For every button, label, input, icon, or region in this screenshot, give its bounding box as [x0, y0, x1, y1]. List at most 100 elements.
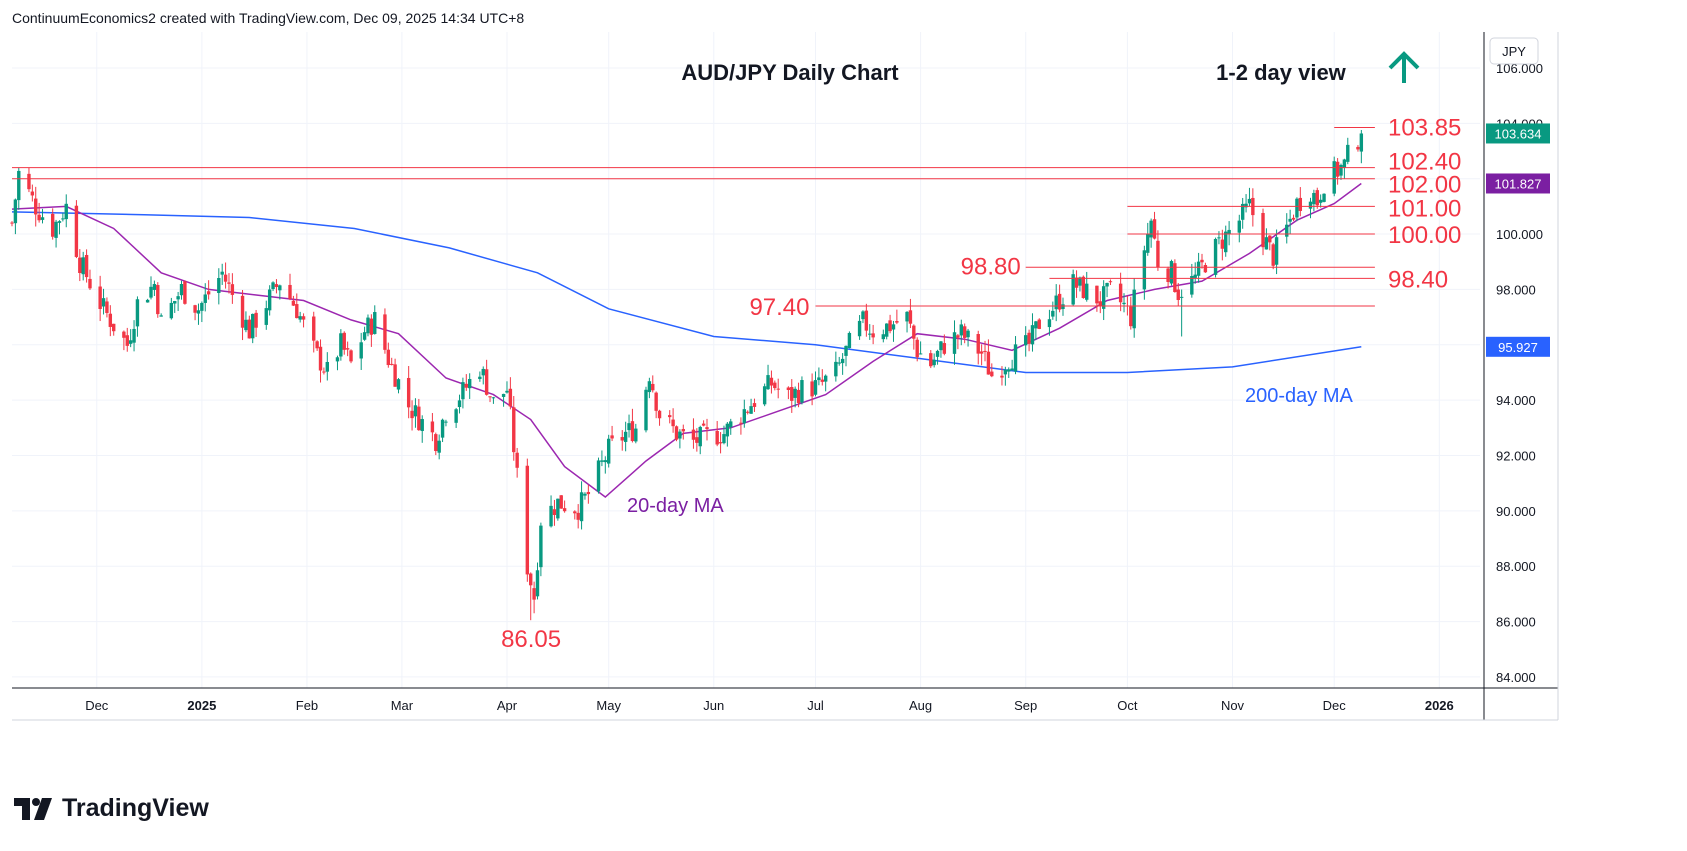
ma20-annotation: 20-day MA	[627, 495, 724, 517]
candle	[562, 500, 567, 513]
candle-body	[274, 284, 279, 288]
candle	[630, 408, 635, 443]
candle	[1322, 193, 1326, 203]
candle-body	[390, 363, 394, 365]
candle-body	[1007, 369, 1011, 372]
level-label-103-85: 103.85	[1388, 114, 1461, 141]
candle-body	[1268, 235, 1272, 243]
candle	[1152, 211, 1157, 240]
candle	[918, 341, 923, 355]
candle	[1047, 309, 1052, 336]
candle	[444, 419, 448, 427]
candle-body	[396, 379, 401, 390]
candle	[776, 378, 780, 399]
candle	[152, 280, 157, 297]
candle-body	[749, 406, 753, 414]
candle	[274, 279, 279, 294]
candle-body	[1193, 274, 1197, 278]
candle-body	[935, 350, 940, 357]
candle	[1129, 296, 1133, 330]
candle	[1291, 214, 1296, 222]
candle-body	[488, 396, 492, 398]
candle-body	[942, 343, 947, 354]
candle-body	[1071, 274, 1075, 305]
candle	[373, 305, 377, 335]
candle	[17, 167, 21, 210]
candle-body	[383, 314, 387, 350]
candle-body	[373, 312, 377, 334]
candle	[552, 499, 557, 526]
candle	[834, 351, 838, 382]
candle	[1156, 230, 1160, 271]
x-tick-label: Sep	[1014, 698, 1037, 713]
candle	[1034, 320, 1038, 341]
candle-body	[1295, 198, 1299, 218]
candle-body	[13, 199, 18, 224]
candle-body	[369, 318, 374, 335]
candle-body	[1098, 301, 1102, 307]
candle	[505, 381, 509, 394]
candle	[857, 315, 862, 340]
candle	[871, 324, 875, 345]
candle-body	[122, 331, 126, 338]
candle	[461, 377, 465, 409]
candle	[98, 275, 102, 322]
candle	[718, 432, 723, 454]
candle	[301, 313, 306, 328]
candle-body	[1213, 238, 1218, 275]
candle-body	[335, 357, 340, 362]
candle-body	[1261, 212, 1265, 248]
candle	[532, 581, 536, 614]
candle-body	[128, 340, 133, 344]
candle	[1264, 228, 1269, 250]
candle-body	[864, 310, 869, 331]
candle	[844, 345, 848, 367]
candle-body	[1196, 261, 1201, 276]
candle	[1217, 231, 1221, 245]
candle-body	[1291, 217, 1296, 220]
x-tick-label: Feb	[296, 698, 318, 713]
candle	[888, 314, 892, 334]
candle-body	[295, 304, 299, 319]
candle	[705, 418, 709, 441]
candle-body	[1166, 268, 1170, 283]
candle	[606, 434, 611, 468]
candle	[149, 276, 153, 300]
candle	[345, 341, 350, 357]
candle-body	[1315, 190, 1319, 206]
candle-body	[952, 332, 957, 354]
candle-body	[1220, 239, 1225, 249]
candle-body	[464, 383, 469, 388]
candle	[1051, 301, 1055, 320]
candle	[698, 425, 702, 455]
candle-body	[668, 415, 672, 418]
candle-body	[440, 419, 445, 438]
tradingview-logo[interactable]: TradingView	[14, 794, 209, 823]
candle	[583, 492, 587, 500]
price-tag-label: 95.927	[1498, 340, 1538, 355]
candle	[1095, 285, 1099, 312]
candle	[1122, 293, 1126, 313]
candle-body	[484, 369, 489, 395]
candle	[1071, 269, 1075, 306]
candle-body	[430, 421, 435, 433]
candle-body	[1179, 296, 1184, 298]
candle	[176, 291, 180, 311]
candle-body	[596, 460, 601, 492]
candle	[1074, 270, 1079, 298]
ma200-annotation: 200-day MA	[1245, 385, 1353, 407]
candle	[1312, 189, 1316, 212]
candle-body	[793, 388, 797, 398]
candle-body	[467, 378, 472, 389]
candle-body	[1203, 265, 1208, 273]
candle	[1149, 218, 1153, 248]
candle	[586, 484, 591, 504]
candle-body	[84, 254, 89, 278]
candle	[739, 417, 743, 435]
candle-body	[884, 323, 889, 337]
candle	[1224, 225, 1228, 257]
candle-body	[1227, 229, 1231, 234]
candle	[84, 249, 89, 283]
y-tick-label: 106.000	[1496, 61, 1543, 76]
